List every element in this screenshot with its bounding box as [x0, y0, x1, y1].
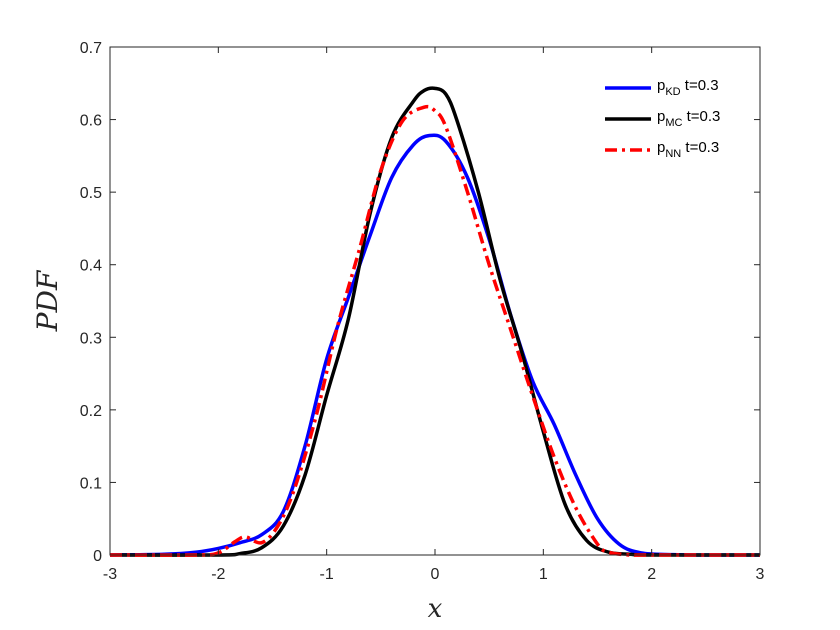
legend-label-sub: NN	[665, 148, 681, 160]
y-axis-title: PDF	[31, 269, 64, 332]
x-tick-label: -3	[103, 566, 117, 583]
x-tick-label: 3	[756, 566, 765, 583]
legend-label-main: p	[657, 108, 665, 125]
x-axis: -3 -2 -1 0 1 2 3	[103, 47, 765, 583]
legend-label: pKD t=0.3	[657, 77, 719, 98]
y-axis: 0 0.1 0.2 0.3 0.4 0.5 0.6 0.7	[80, 40, 760, 565]
series-line-nn	[109, 104, 760, 557]
legend-label-main: p	[657, 77, 665, 94]
y-tick-label: 0.6	[80, 113, 102, 130]
legend-item-kd: pKD t=0.3	[605, 77, 719, 98]
x-tick-label: -2	[211, 566, 225, 583]
y-tick-label: 0.3	[80, 330, 102, 347]
plot-area-background	[110, 47, 760, 555]
series-layer	[109, 86, 761, 557]
y-tick-label: 0.4	[80, 258, 102, 275]
legend-label-sub: MC	[665, 117, 682, 129]
legend-label-suffix: t=0.3	[681, 77, 719, 94]
y-tick-label: 0	[93, 548, 102, 565]
legend-item-mc: pMC t=0.3	[605, 108, 720, 129]
legend-item-nn: pNN t=0.3	[605, 139, 719, 160]
series-line-kd	[109, 133, 761, 557]
legend-label: pNN t=0.3	[657, 139, 719, 160]
x-tick-label: 0	[431, 566, 440, 583]
y-tick-label: 0.2	[80, 403, 102, 420]
x-tick-label: -1	[320, 566, 334, 583]
legend-label-suffix: t=0.3	[681, 139, 719, 156]
legend-label-main: p	[657, 139, 665, 156]
legend-label-suffix: t=0.3	[682, 108, 720, 125]
y-tick-label: 0.5	[80, 185, 102, 202]
legend-label: pMC t=0.3	[657, 108, 720, 129]
y-tick-label: 0.7	[80, 40, 102, 57]
x-tick-label: 1	[539, 566, 548, 583]
x-tick-label: 2	[647, 566, 656, 583]
x-axis-title: x	[428, 594, 443, 624]
legend-label-sub: KD	[665, 86, 680, 98]
y-tick-label: 0.1	[80, 475, 102, 492]
series-line-mc	[109, 86, 761, 557]
